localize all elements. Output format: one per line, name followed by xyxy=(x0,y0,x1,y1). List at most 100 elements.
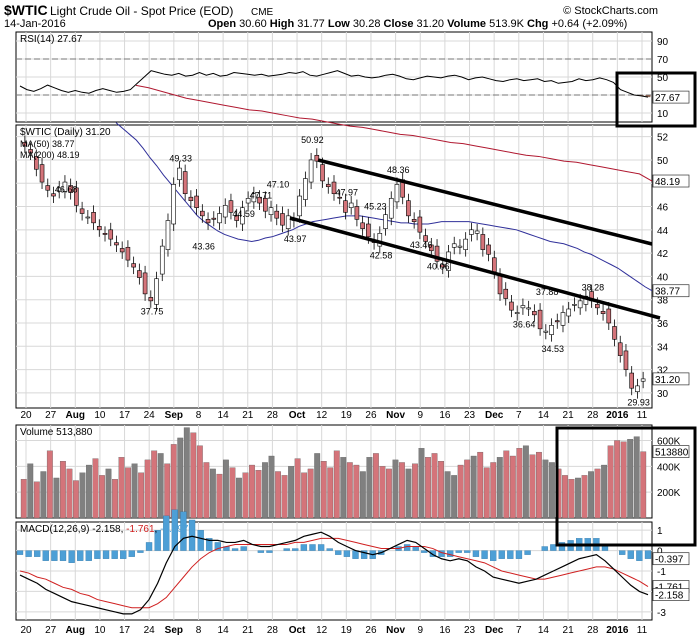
macd-histogram-bar xyxy=(472,550,480,557)
candle-body xyxy=(251,193,257,203)
volume-bar xyxy=(118,457,125,519)
x-tick-label: 14 xyxy=(538,410,550,421)
macd-histogram-bar xyxy=(300,544,308,551)
price-annotation: 42.58 xyxy=(370,250,393,260)
volume-bar xyxy=(112,479,118,519)
candle-body xyxy=(108,229,114,240)
macd-label-part: -0.397 xyxy=(160,524,189,535)
candle-body xyxy=(566,308,572,317)
x-tick-label: 17 xyxy=(119,625,131,636)
price-frame xyxy=(15,124,653,409)
volume-bar xyxy=(346,462,353,519)
macd-histogram-bar xyxy=(214,542,222,551)
candle-body xyxy=(451,243,457,248)
ohlc-value: 31.77 xyxy=(294,18,328,30)
volume-bar xyxy=(405,468,412,519)
candle-body xyxy=(200,210,205,217)
x-tick-label: 28 xyxy=(587,625,599,636)
macd-histogram-bar xyxy=(343,550,351,557)
volume-bar xyxy=(262,462,268,519)
candle-body xyxy=(148,297,154,302)
price-tick-label: 36 xyxy=(657,319,669,330)
volume-bar xyxy=(333,450,340,519)
volume-bar xyxy=(522,445,529,519)
ohlc-label: Open xyxy=(208,18,236,30)
macd-histogram-bar xyxy=(77,550,84,561)
candle-body xyxy=(45,185,51,191)
price-annotation: 47.71 xyxy=(250,191,273,201)
price-annotation: 38.28 xyxy=(582,282,605,292)
candle-body xyxy=(572,304,577,306)
macd-histogram-bar xyxy=(412,546,419,551)
last-price-tag xyxy=(652,372,690,386)
ohlc-value: 30.28 xyxy=(350,18,384,30)
x-tick-label: 26 xyxy=(365,410,377,421)
macd-tick-label: -3 xyxy=(657,608,666,619)
macd-histogram-bar xyxy=(498,550,505,559)
volume-bar xyxy=(464,459,471,519)
histogram-tag-label: -0.397 xyxy=(655,555,684,566)
volume-bar xyxy=(588,471,594,519)
price-annotation: 44.59 xyxy=(232,209,255,219)
macd-histogram-bar xyxy=(68,550,75,563)
volume-bar xyxy=(203,462,210,519)
ma200-tag xyxy=(652,174,690,188)
macd-tag xyxy=(652,588,690,601)
candle-body xyxy=(119,248,125,253)
volume-bar xyxy=(386,468,392,519)
x-tick-label: 28 xyxy=(267,625,279,636)
volume-bar xyxy=(40,471,47,519)
macd-histogram-bar xyxy=(34,550,41,557)
ma200-legend: MA(200) 48.19 xyxy=(20,150,80,160)
volume-bar xyxy=(320,461,327,519)
ohlc-summary: Open 30.60 High 31.77 Low 30.28 Close 31… xyxy=(208,18,627,30)
volume-bar xyxy=(353,464,360,519)
candle-body xyxy=(543,330,549,333)
volume-panel: 600K 400K 200K Volume 513,880 513880 xyxy=(16,425,690,519)
volume-bar xyxy=(392,459,399,519)
candle-body xyxy=(240,207,245,225)
volume-bar xyxy=(249,464,255,519)
candle-body xyxy=(549,325,554,335)
ohlc-label: High xyxy=(270,18,295,30)
candle-body xyxy=(177,167,182,181)
hand-drawn-annotations xyxy=(289,71,697,547)
date: 14-Jan-2016 xyxy=(4,18,66,30)
candle-body xyxy=(188,196,194,201)
macd-label: MACD(12,26,9) -2.158, -1.761, -0.397 xyxy=(20,524,189,535)
macd-histogram-bar xyxy=(163,515,170,551)
volume-bar xyxy=(99,475,105,519)
candle-body xyxy=(463,238,468,250)
x-tick-label: 24 xyxy=(144,410,156,421)
volume-tag-label: 513880 xyxy=(655,448,689,459)
signal-line xyxy=(19,537,649,609)
candle-body xyxy=(96,226,102,231)
volume-bar xyxy=(542,459,549,519)
ohlc-value: +0.64 (+2.09%) xyxy=(548,18,627,30)
candle-body xyxy=(51,193,56,197)
candle-body xyxy=(503,288,509,299)
x-tick-label: 23 xyxy=(464,625,476,636)
candle-body xyxy=(457,245,463,248)
macd-histogram-bar xyxy=(85,550,92,561)
volume-bar xyxy=(496,457,503,519)
volume-tick-label: 600K xyxy=(657,437,681,448)
volume-bar xyxy=(438,461,445,519)
volume-bar xyxy=(79,472,86,519)
candle-body xyxy=(640,378,646,382)
candle-body xyxy=(131,263,136,268)
candle-body xyxy=(280,213,285,226)
price-annotation: 49.33 xyxy=(169,154,192,164)
x-tick-label: 11 xyxy=(637,625,648,636)
volume-tick-label: 400K xyxy=(657,462,681,473)
candle-body xyxy=(366,223,371,238)
candle-body xyxy=(360,222,365,229)
macd-histogram-bar xyxy=(197,530,204,551)
volume-bar xyxy=(568,479,575,519)
candle-body xyxy=(268,207,274,215)
candle-body xyxy=(394,184,400,203)
macd-tag-label: -2.158 xyxy=(655,591,684,602)
macd-histogram-bar xyxy=(171,509,178,551)
price-panel: 52504846444240383634323046.6837.7549.334… xyxy=(16,84,690,408)
price-annotation: 29.93 xyxy=(627,398,650,408)
